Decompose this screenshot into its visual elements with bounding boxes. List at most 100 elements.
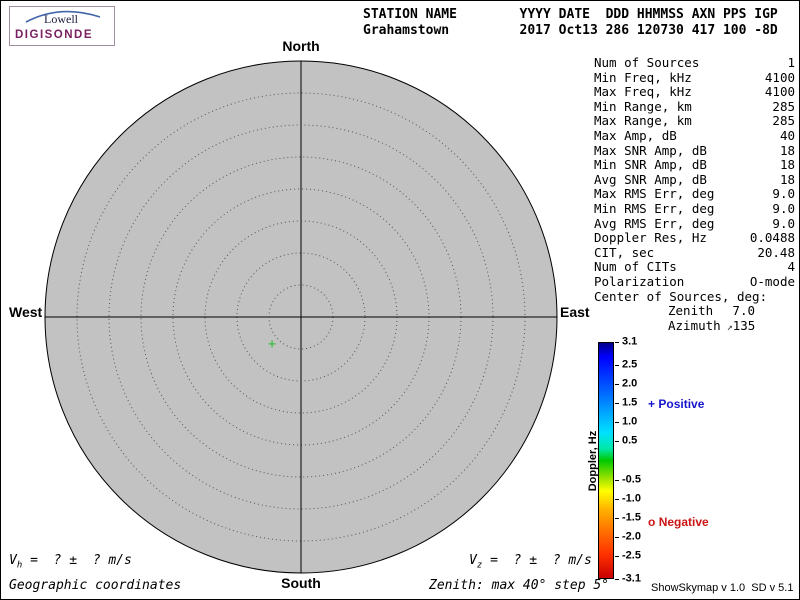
header-field-value: 417 [691,23,716,38]
colorbar-tick [615,384,619,385]
colorbar-tick-label: -1.5 [622,511,641,524]
colorbar-tick-label: 1.0 [622,415,638,428]
parameter-row: Polarization O-mode [594,273,795,290]
header-field-label: STATION NAME [363,7,457,22]
parameter-value: 9.0 [772,186,795,202]
parameter-row: Zenith 7.0 [594,303,795,319]
header-field-label: IGP [754,7,778,22]
header-field-value: 100 [722,23,747,38]
parameters-panel: Num of Sources 1 Min Freq, kHz 4100 Max Freq… [594,55,795,336]
source-markers [268,340,276,348]
parameter-value: 285 [772,113,795,129]
header-field-label: YYYY DATE [519,7,590,22]
colorbar-tick-label: 2.0 [622,377,638,390]
parameter-value: 4 [787,259,795,275]
colorbar-tick [615,480,619,481]
parameter-label: Min RMS Err, deg [594,200,715,216]
azimuth-arrow-icon: ↗ [720,321,733,333]
parameter-row: CIT, sec 20.48 [594,244,795,261]
parameter-label: Num of Sources [594,55,700,70]
colorbar-tick [615,579,619,580]
doppler-colorbar: Doppler, Hz 3.1 2.5 2.0 1.5 1.0 0.5 -0.5 -1.0 -1… [587,336,658,584]
header-field-value: 120730 [636,23,684,38]
parameter-value: 7.0 [732,303,755,319]
parameter-row: Max SNR Amp, dB 18 [594,142,795,159]
parameter-label: Num of CITs [594,259,677,275]
parameter-label: Avg RMS Err, deg [594,215,715,231]
parameter-value: 18 [779,171,795,187]
parameter-row: Max RMS Err, deg 9.0 [594,187,795,202]
colorbar-tick [615,518,619,519]
parameter-label: Avg SNR Amp, dB [594,171,707,187]
vh-value-text: = ? ± ? m/s [22,553,132,568]
parameter-label: Max Freq, kHz [594,84,692,100]
parameter-row: Doppler Res, Hz 0.0488 [594,231,795,246]
parameter-row: Avg SNR Amp, dB 18 [594,171,795,188]
vertical-velocity-readout: Vz = ? ± ? m/s [469,553,592,571]
colorbar-gradient [598,342,614,579]
parameter-label: Min Freq, kHz [594,69,692,85]
logo-lowell-text: Lowell [44,12,79,26]
parameter-label: Max SNR Amp, dB [594,142,707,158]
colorbar-tick-label: 1.5 [622,396,638,409]
parameter-value: 18 [779,157,795,173]
header: STATION NAME YYYY DATE DDD HHMMSS AXN PPS IGP … [363,7,778,39]
parameter-row: Azimuth ↗ 135 [594,317,795,336]
parameter-row: Min RMS Err, deg 9.0 [594,200,795,217]
colorbar-tick [615,537,619,538]
parameter-value: 4100 [764,69,795,85]
parameter-value: 18 [779,142,795,158]
zenith-scale-note: Zenith: max 40° step 5° [429,578,610,593]
compass-label-north: North [282,38,320,54]
legend-negative: o Negative [648,515,709,529]
vh-symbol: V [9,553,17,568]
colorbar-tick-label: 2.5 [622,358,638,371]
parameter-row: Num of Sources 1 [594,55,795,71]
vz-value-text: = ? ± ? m/s [482,553,592,568]
parameter-value: 9.0 [772,215,795,231]
parameter-row: Min SNR Amp, dB 18 [594,158,795,173]
colorbar-tick-label: -2.0 [622,530,641,543]
horizontal-velocity-readout: Vh = ? ± ? m/s [9,553,132,571]
software-version-label: ShowSkymap v 1.0 SD v 5.1 [651,582,794,594]
legend-positive: + Positive [648,397,704,411]
parameter-label: Azimuth ↗ [668,317,733,333]
header-field-label: PPS [722,7,747,22]
parameter-value: 135 [732,317,756,333]
parameter-row: Max Range, km 285 [594,114,795,129]
skymap-plot [44,60,558,574]
parameter-value: 285 [772,98,795,114]
colorbar-tick [615,441,619,442]
parameter-label: CIT, sec [594,244,655,260]
compass-label-south: South [281,575,321,591]
parameter-row: Num of CITs 4 [594,260,795,275]
colorbar-tick [615,556,619,557]
parameter-label: Doppler Res, Hz [594,230,707,246]
parameter-row: Max Freq, kHz 4100 [594,85,795,100]
colorbar-tick-label: -1.0 [622,492,641,505]
parameter-label: Max RMS Err, deg [594,186,715,202]
logo-digisonde-text: DIGISONDE [15,29,93,41]
parameter-value: 9.0 [772,200,795,216]
parameter-label: Max Range, km [594,113,692,129]
legend-negative-label: Negative [658,515,709,529]
colorbar-tick [615,499,619,500]
compass-label-east: East [560,304,590,320]
legend-positive-label: Positive [658,397,705,411]
negative-marker-icon: o [648,515,656,529]
colorbar-tick-label: -0.5 [622,473,641,486]
colorbar-tick-label: -3.1 [622,572,641,585]
compass-label-west: West [9,304,43,320]
header-field-value: 286 [605,23,630,38]
digisonde-logo: Lowell DIGISONDE [9,6,115,46]
parameter-value: O-mode [749,273,795,289]
parameter-label: Polarization [594,273,685,289]
colorbar-tick [615,403,619,404]
colorbar-tick-label: 0.5 [622,434,638,447]
header-labels-row: STATION NAME YYYY DATE DDD HHMMSS AXN PPS IGP [363,7,778,23]
parameter-label: Center of Sources, deg: [594,288,768,304]
colorbar-tick-label: -2.5 [622,549,641,562]
parameter-label: Min Range, km [594,98,692,114]
header-field-value: -8D [754,23,778,38]
